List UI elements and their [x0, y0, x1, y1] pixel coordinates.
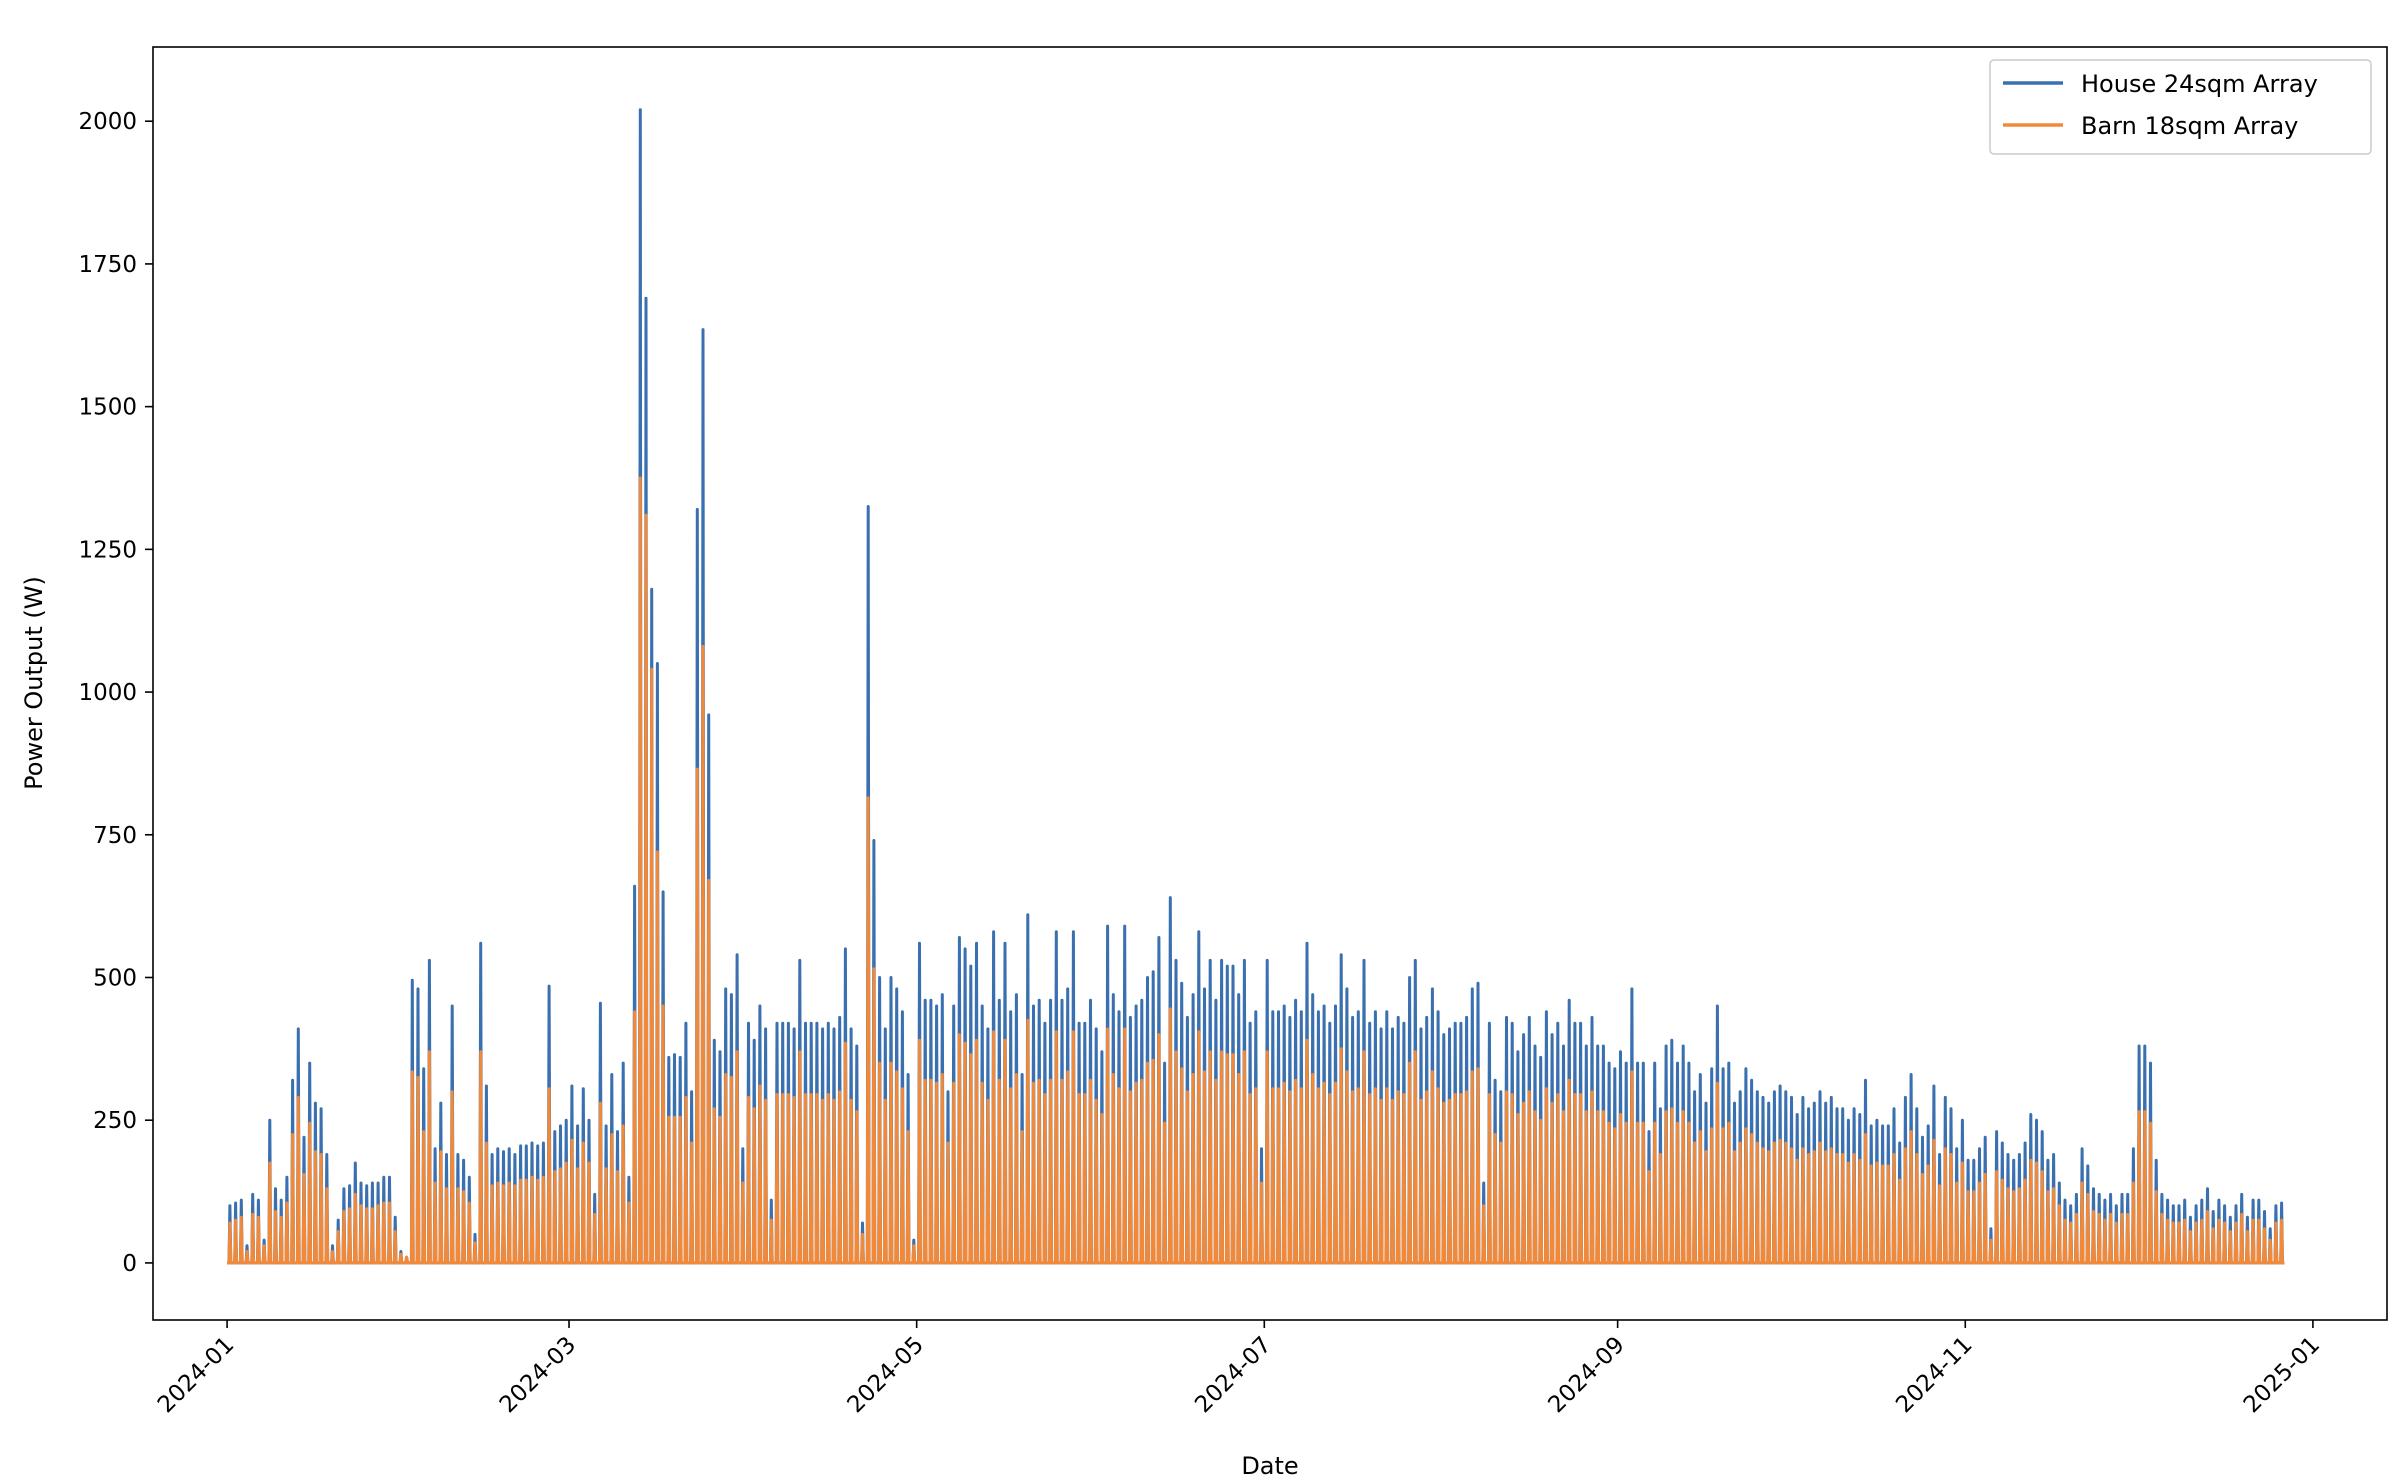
legend-box [1989, 59, 2372, 155]
y-tick-label: 1000 [78, 680, 137, 706]
y-tick-label: 1250 [78, 537, 137, 563]
plot-frame [152, 46, 2388, 1321]
series-line-barn [227, 476, 2285, 1265]
y-tick-label: 1750 [78, 252, 137, 278]
y-tick-label: 500 [93, 965, 137, 991]
series-layer [227, 108, 2285, 1265]
y-tick-label: 1500 [78, 395, 137, 421]
legend-label-house: House 24sqm Array [2081, 70, 2318, 98]
y-axis-title: Power Output (W) [20, 576, 48, 790]
legend-label-barn: Barn 18sqm Array [2081, 112, 2298, 140]
y-tick-label: 0 [122, 1251, 137, 1277]
y-tick-label: 750 [93, 823, 137, 849]
y-tick-label: 250 [93, 1108, 137, 1134]
y-tick-label: 2000 [78, 109, 137, 135]
y-axis: 0 250 500 750 1000 1250 1500 1750 2000 [78, 109, 153, 1277]
x-axis-title: Date [1241, 1452, 1298, 1480]
legend: House 24sqm Array Barn 18sqm Array [1989, 59, 2372, 155]
